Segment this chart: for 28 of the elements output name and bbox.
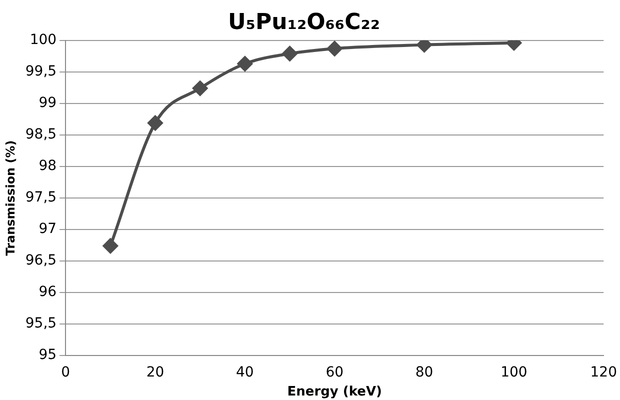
x-tick-label: 120 (590, 364, 618, 381)
point (102, 238, 118, 254)
point (416, 40, 432, 52)
y-tick-label: 96,5 (25, 252, 57, 269)
point (282, 46, 298, 62)
y-tick-label: 97 (38, 221, 57, 238)
y-tick-label: 97,5 (25, 190, 57, 206)
x-tick-label: 20 (146, 364, 164, 381)
x-tick-label: 100 (500, 364, 528, 381)
x-tick-label: 60 (326, 364, 344, 381)
y-tick-label: 99 (38, 95, 57, 112)
y-tick-label: 95 (38, 347, 57, 364)
x-tick-label: 80 (415, 364, 434, 381)
point (327, 41, 342, 56)
y-tick-label: 95,5 (25, 316, 57, 332)
y-axis-title: Transmission (%) (3, 140, 18, 256)
y-tick-label: 100 (30, 32, 57, 48)
point (237, 56, 252, 72)
chart-title: U₅Pu₁₂O₆₆C₂₂ (228, 10, 380, 35)
y-tick-label: 96 (38, 284, 57, 300)
x-tick-label: 0 (61, 364, 70, 381)
point (148, 115, 163, 130)
x-tick-label: 40 (236, 364, 254, 381)
x-axis-title: Energy (keV) (287, 384, 382, 400)
y-tick-label: 98 (38, 158, 57, 174)
y-tick-label: 99,5 (25, 64, 57, 80)
point (192, 80, 208, 96)
y-tick-label: 98,5 (25, 126, 57, 143)
